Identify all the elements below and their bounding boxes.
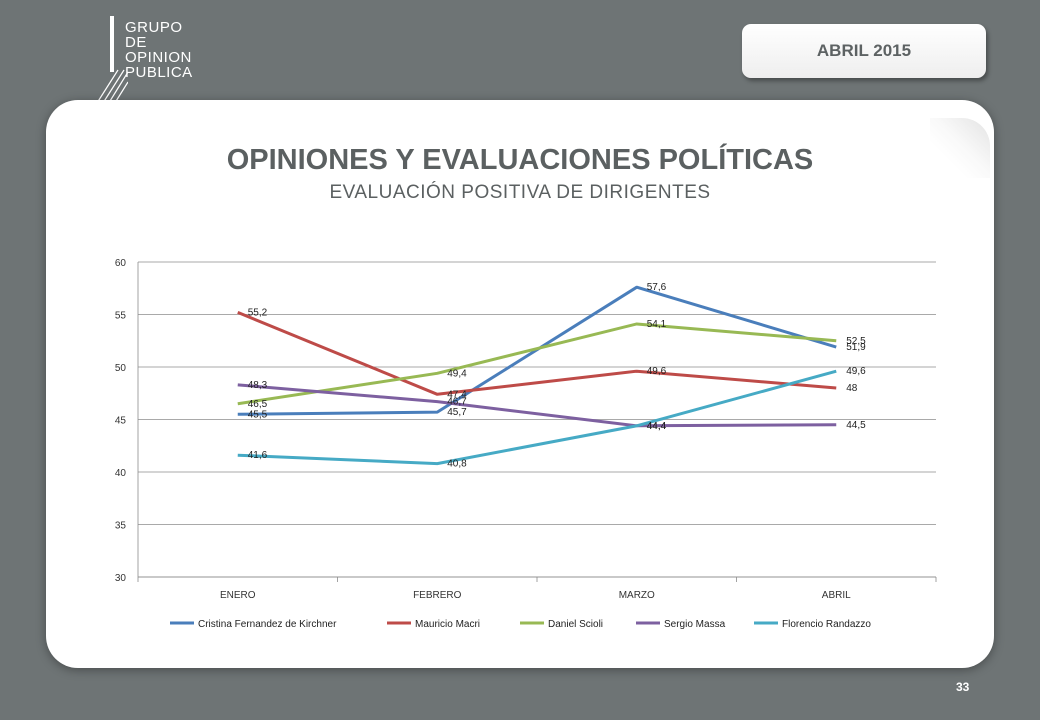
x-tick-label: FEBRERO: [413, 590, 462, 601]
logo-bar: [110, 16, 114, 72]
series-line: [237, 383, 837, 428]
data-label: 52,5: [846, 336, 866, 347]
legend-label: Mauricio Macri: [415, 619, 480, 630]
data-label: 40,8: [447, 459, 467, 470]
data-label: 41,6: [248, 450, 268, 461]
x-tick-label: ENERO: [220, 590, 256, 601]
data-label: 48: [846, 383, 858, 394]
legend-label: Sergio Massa: [664, 619, 726, 630]
data-label: 51,9: [846, 342, 866, 353]
logo-line: DE: [125, 34, 147, 51]
logo-line: GRUPO: [125, 19, 183, 36]
logo-text: GRUPO DE OPINION PUBLICA: [125, 20, 193, 80]
data-label: 55,2: [248, 307, 268, 318]
y-tick-label: 35: [115, 521, 127, 532]
legend-label: Daniel Scioli: [548, 619, 603, 630]
legend-label: Cristina Fernandez de Kirchner: [198, 619, 337, 630]
page-number: 33: [956, 680, 970, 694]
data-label: 48,3: [248, 380, 268, 391]
data-label: 44,5: [846, 420, 866, 431]
series-line: [237, 311, 837, 396]
x-tick-label: MARZO: [619, 590, 655, 601]
data-label: 54,1: [647, 319, 667, 330]
data-label: 44,4: [647, 421, 667, 432]
page-subtitle: EVALUACIÓN POSITIVA DE DIRIGENTES: [329, 182, 711, 203]
data-label: 49,6: [846, 366, 866, 377]
series-line: [237, 369, 837, 466]
series-line: [237, 322, 837, 406]
data-label: 45,5: [248, 409, 268, 420]
data-label: 47,4: [447, 389, 467, 400]
y-tick-label: 50: [115, 363, 127, 374]
data-label: 49,6: [647, 366, 667, 377]
data-label: 45,7: [447, 407, 467, 418]
page-title: OPINIONES Y EVALUACIONES POLÍTICAS: [226, 144, 814, 176]
x-tick-label: ABRIL: [822, 590, 851, 601]
y-tick-label: 60: [115, 258, 127, 269]
y-tick-label: 45: [115, 416, 127, 427]
data-label: 44,4: [647, 421, 667, 432]
data-label: 46,7: [447, 397, 467, 408]
legend-label: Florencio Randazzo: [782, 619, 871, 630]
logo: GRUPO DE OPINION PUBLICA: [88, 14, 218, 115]
logo-line: OPINION: [125, 49, 192, 66]
y-tick-label: 30: [115, 573, 127, 584]
logo-line: PUBLICA: [125, 64, 193, 81]
data-label: 49,4: [447, 368, 467, 379]
y-tick-label: 40: [115, 468, 127, 479]
data-label: 46,5: [248, 399, 268, 410]
data-label: 57,6: [647, 282, 667, 293]
y-tick-label: 55: [115, 311, 127, 322]
page-curl: [930, 118, 990, 178]
date-badge: ABRIL 2015: [742, 24, 986, 78]
